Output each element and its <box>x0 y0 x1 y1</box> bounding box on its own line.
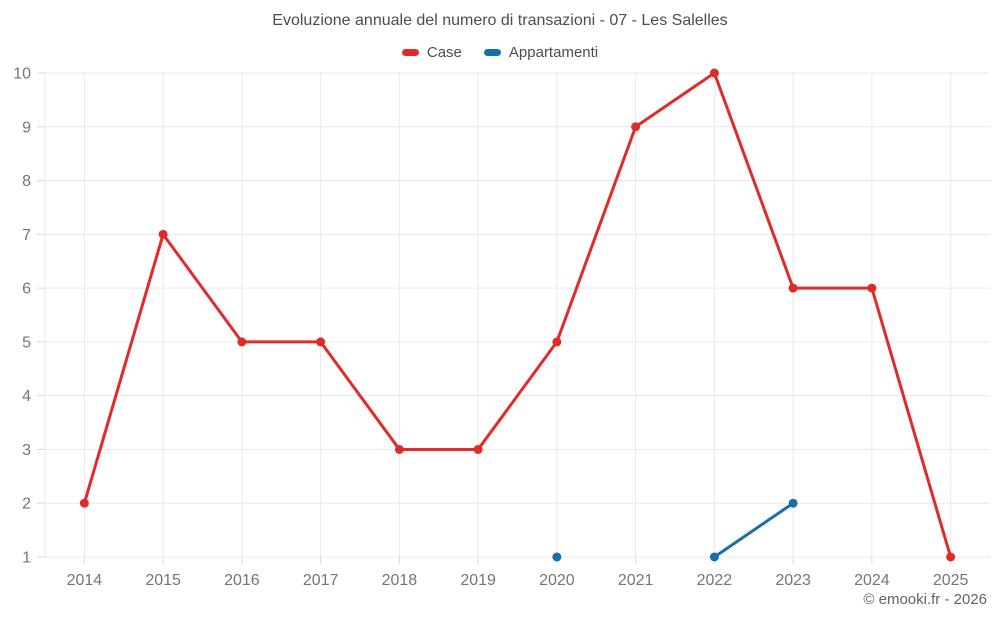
legend-label-case: Case <box>426 44 462 61</box>
legend-swatch-case-icon <box>401 49 419 56</box>
data-point-case-2025[interactable] <box>946 552 956 562</box>
data-point-appartamenti-2020[interactable] <box>552 552 562 562</box>
data-point-case-2015[interactable] <box>158 229 168 239</box>
data-point-case-2014[interactable] <box>79 498 89 508</box>
y-axis-label: 4 <box>22 388 31 405</box>
x-axis-label: 2020 <box>539 572 575 589</box>
x-axis-label: 2017 <box>303 572 339 589</box>
data-point-case-2019[interactable] <box>473 444 483 454</box>
y-axis-label: 8 <box>22 173 31 190</box>
legend-label-appartamenti: Appartamenti <box>508 44 599 61</box>
series-line-case <box>82 71 953 559</box>
legend-swatch-appartamenti-icon <box>483 49 501 56</box>
data-point-case-2020[interactable] <box>552 337 562 347</box>
x-axis-label: 2021 <box>618 572 654 589</box>
y-axis-label: 6 <box>22 281 31 298</box>
chart-title: Evoluzione annuale del numero di transaz… <box>272 12 728 29</box>
y-axis-label: 10 <box>13 66 31 83</box>
data-point-case-2022[interactable] <box>709 68 719 78</box>
y-axis-label: 7 <box>22 227 31 244</box>
data-point-appartamenti-2023[interactable] <box>788 498 798 508</box>
y-axis-label: 1 <box>22 550 31 567</box>
chart-legend: Case Appartamenti <box>0 44 1000 61</box>
watermark-credit: © emooki.fr - 2026 <box>863 591 987 608</box>
x-axis-label: 2015 <box>145 572 181 589</box>
x-axis-label: 2019 <box>460 572 496 589</box>
y-axis-label: 3 <box>22 442 31 459</box>
x-axis-label: 2018 <box>382 572 418 589</box>
legend-item-case[interactable]: Case <box>401 44 462 61</box>
x-axis-label: 2023 <box>775 572 811 589</box>
y-axis-label: 2 <box>22 496 31 513</box>
data-point-appartamenti-2022[interactable] <box>709 552 719 562</box>
x-axis-label: 2022 <box>697 572 733 589</box>
y-axis-label: 5 <box>22 334 31 351</box>
x-axis-label: 2024 <box>854 572 890 589</box>
series-line-appartamenti <box>712 501 795 559</box>
data-point-case-2024[interactable] <box>867 283 877 293</box>
x-axis-label: 2016 <box>224 572 260 589</box>
data-point-case-2016[interactable] <box>237 337 247 347</box>
data-point-case-2021[interactable] <box>631 122 641 132</box>
legend-item-appartamenti[interactable]: Appartamenti <box>483 44 599 61</box>
x-axis-label: 2014 <box>67 572 103 589</box>
data-point-case-2018[interactable] <box>394 444 404 454</box>
data-point-case-2023[interactable] <box>788 283 798 293</box>
x-axis-label: 2025 <box>933 572 969 589</box>
data-point-case-2017[interactable] <box>316 337 326 347</box>
y-axis-label: 9 <box>22 119 31 136</box>
